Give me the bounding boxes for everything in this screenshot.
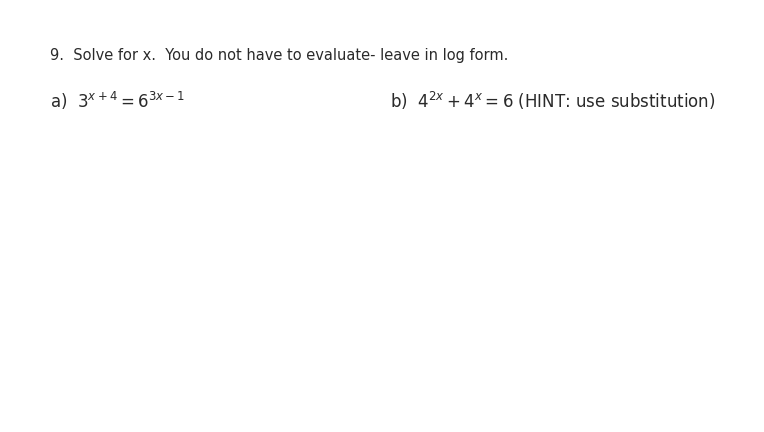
Text: 9.  Solve for x.  You do not have to evaluate- leave in log form.: 9. Solve for x. You do not have to evalu… — [50, 48, 508, 63]
Text: a)  $3^{x+4} = 6^{3x-1}$: a) $3^{x+4} = 6^{3x-1}$ — [50, 90, 185, 112]
Text: b)  $4^{2x} + 4^{x} = 6$ (HINT: use substitution): b) $4^{2x} + 4^{x} = 6$ (HINT: use subst… — [390, 90, 716, 112]
